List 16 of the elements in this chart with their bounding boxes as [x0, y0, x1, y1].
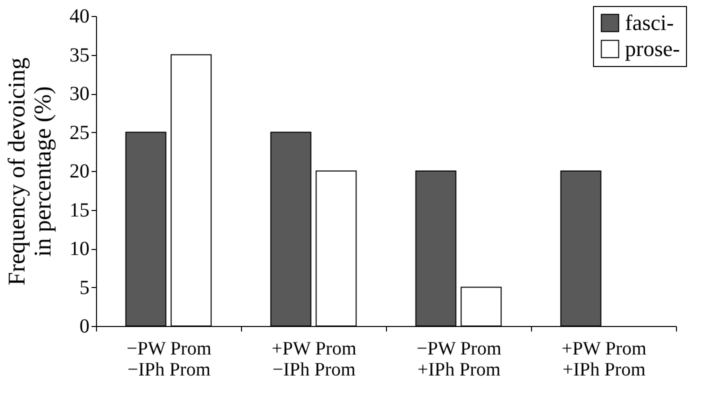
legend-label: fasci-: [625, 10, 674, 35]
y-tick-label: 25: [70, 122, 90, 144]
y-tick-label: 0: [80, 316, 90, 338]
x-tick-label: −PW Prom −IPh Prom: [126, 338, 212, 380]
y-tick-label: 20: [70, 160, 90, 182]
y-tick-label: 15: [70, 199, 90, 222]
x-tick-label: −PW Prom +IPh Prom: [416, 338, 502, 380]
y-axis-title: Frequency of devoicing in percentage (%): [4, 58, 56, 286]
y-tick-label: 40: [70, 6, 90, 28]
y-tick-label: 10: [70, 238, 90, 260]
y-tick-label: 30: [70, 83, 90, 105]
x-tick-label: +PW Prom −IPh Prom: [272, 338, 357, 380]
y-tick-label: 35: [70, 44, 90, 66]
x-tick-label: +PW Prom +IPh Prom: [562, 338, 647, 380]
legend-label: prose-: [625, 36, 680, 61]
y-tick-label: 5: [80, 276, 90, 299]
